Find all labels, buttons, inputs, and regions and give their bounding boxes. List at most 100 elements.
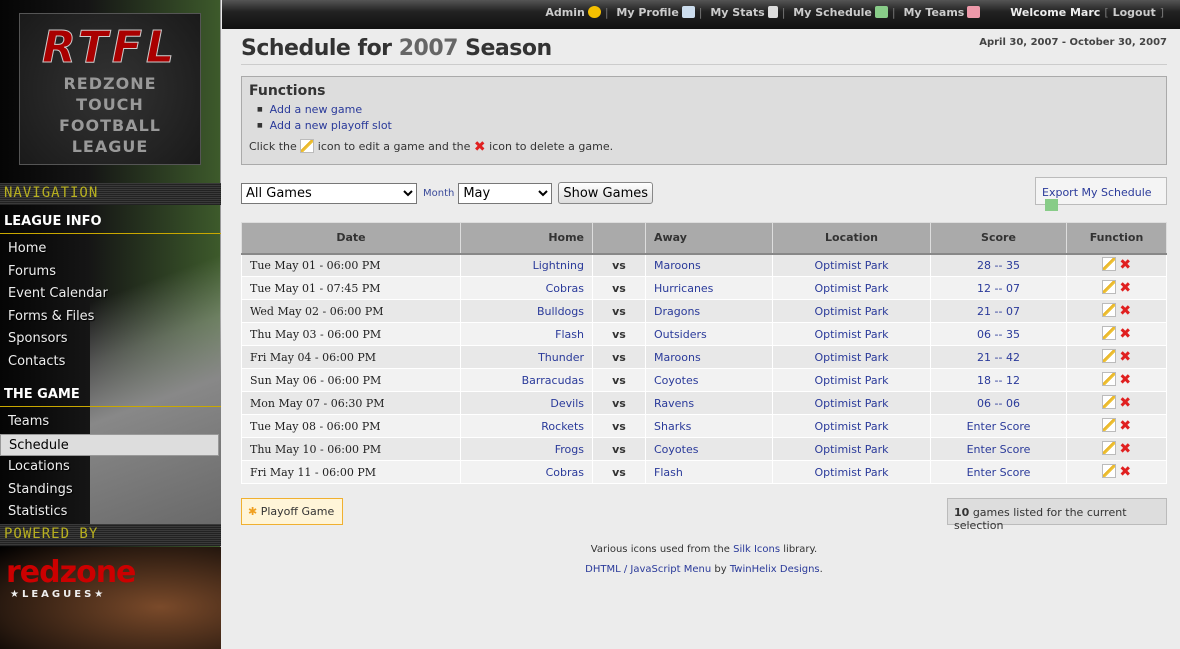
home-team-link[interactable]: Flash: [555, 327, 584, 341]
column-header[interactable]: Score: [930, 222, 1067, 255]
column-header[interactable]: [592, 222, 646, 255]
delete-icon[interactable]: ✖: [1119, 349, 1132, 365]
logout-link[interactable]: Logout: [1112, 6, 1156, 19]
edit-pencil-icon[interactable]: [1101, 257, 1116, 272]
away-team-link[interactable]: Coyotes: [654, 373, 699, 387]
away-team-link[interactable]: Sharks: [654, 419, 692, 433]
sidebar-item-sponsors[interactable]: Sponsors: [8, 331, 68, 346]
delete-icon[interactable]: ✖: [1119, 303, 1132, 319]
sidebar-item-forms-files[interactable]: Forms & Files: [8, 308, 95, 324]
silk-icons-link[interactable]: Silk Icons: [733, 544, 781, 555]
export-schedule-button[interactable]: Export My Schedule: [1035, 177, 1167, 211]
my-profile-link[interactable]: My Profile: [616, 6, 679, 19]
location-link[interactable]: Optimist Park: [814, 281, 889, 295]
home-team-link[interactable]: Thunder: [538, 350, 584, 364]
show-games-button[interactable]: Show Games: [558, 182, 654, 204]
games-filter-select[interactable]: All Games: [241, 182, 417, 204]
location-link[interactable]: Optimist Park: [814, 327, 889, 341]
sidebar-item-forums[interactable]: Forums: [8, 263, 56, 279]
playoff-game-button[interactable]: ✱ Playoff Game: [241, 498, 343, 525]
home-team-link[interactable]: Cobras: [545, 281, 584, 295]
edit-pencil-icon[interactable]: [1101, 303, 1116, 317]
delete-icon[interactable]: ✖: [1119, 280, 1132, 296]
home-team-link[interactable]: Lightning: [532, 258, 584, 272]
edit-pencil-icon[interactable]: [1101, 464, 1116, 478]
score-link[interactable]: 28 -- 35: [977, 258, 1020, 272]
vs-label: vs: [612, 281, 626, 295]
sidebar-item-event-calendar[interactable]: Event Calendar: [8, 286, 108, 301]
away-team-link[interactable]: Ravens: [654, 396, 695, 410]
away-team-link[interactable]: Hurricanes: [654, 281, 714, 295]
twinhelix-link[interactable]: TwinHelix Designs: [729, 564, 820, 575]
date-cell: Thu May 10 - 06:00 PM: [250, 442, 382, 456]
location-link[interactable]: Optimist Park: [814, 350, 889, 364]
score-link[interactable]: 12 -- 07: [977, 281, 1020, 295]
column-header[interactable]: Function: [1066, 222, 1167, 255]
add-playoff-slot-link[interactable]: Add a new playoff slot: [269, 119, 392, 132]
column-header[interactable]: Location: [772, 222, 931, 255]
column-header[interactable]: Away: [645, 222, 773, 255]
redzone-leagues-logo[interactable]: redzone ★LEAGUES★: [0, 547, 221, 649]
sidebar-item-standings[interactable]: Standings: [8, 481, 73, 497]
location-link[interactable]: Optimist Park: [814, 373, 889, 387]
my-schedule-link[interactable]: My Schedule: [793, 6, 872, 19]
edit-pencil-icon[interactable]: [1101, 418, 1116, 432]
admin-link[interactable]: Admin: [545, 6, 585, 19]
score-link[interactable]: Enter Score: [966, 465, 1031, 479]
sidebar-item-statistics[interactable]: Statistics: [8, 504, 68, 519]
score-link[interactable]: 06 -- 35: [977, 327, 1020, 341]
score-link[interactable]: 18 -- 12: [977, 373, 1020, 387]
sidebar-item-home[interactable]: Home: [8, 241, 47, 256]
home-team-link[interactable]: Frogs: [554, 442, 584, 456]
delete-icon[interactable]: ✖: [1119, 372, 1132, 388]
score-link[interactable]: 21 -- 42: [977, 350, 1020, 364]
home-team-link[interactable]: Rockets: [541, 419, 584, 433]
edit-pencil-icon[interactable]: [1101, 349, 1116, 363]
sidebar-item-teams[interactable]: Teams: [8, 414, 50, 429]
location-link[interactable]: Optimist Park: [814, 258, 889, 272]
edit-pencil-icon[interactable]: [1101, 372, 1116, 386]
my-stats-link[interactable]: My Stats: [710, 6, 765, 19]
delete-icon[interactable]: ✖: [1119, 257, 1132, 274]
away-team-link[interactable]: Dragons: [654, 304, 701, 318]
delete-icon[interactable]: ✖: [1119, 441, 1132, 457]
sidebar-item-locations[interactable]: Locations: [8, 459, 70, 474]
delete-icon[interactable]: ✖: [1119, 464, 1132, 480]
date-cell: Tue May 01 - 06:00 PM: [250, 258, 381, 272]
away-team-link[interactable]: Maroons: [654, 258, 701, 272]
delete-icon[interactable]: ✖: [1119, 326, 1132, 342]
column-header[interactable]: Home: [460, 222, 593, 255]
away-team-link[interactable]: Flash: [654, 465, 683, 479]
edit-pencil-icon[interactable]: [1101, 280, 1116, 294]
dhtml-menu-link[interactable]: DHTML / JavaScript Menu: [585, 564, 712, 575]
delete-icon[interactable]: ✖: [1119, 418, 1132, 434]
add-game-link[interactable]: Add a new game: [269, 103, 363, 116]
delete-icon[interactable]: ✖: [1119, 395, 1132, 411]
edit-pencil-icon[interactable]: [1101, 326, 1116, 340]
location-link[interactable]: Optimist Park: [814, 465, 889, 479]
my-teams-link[interactable]: My Teams: [903, 6, 965, 19]
score-link[interactable]: 06 -- 06: [977, 396, 1020, 410]
column-header[interactable]: Date: [241, 222, 461, 255]
home-team-link[interactable]: Bulldogs: [536, 304, 584, 318]
sidebar-item-contacts[interactable]: Contacts: [8, 353, 66, 369]
league-logo[interactable]: RTFL REDZONE TOUCH FOOTBALL LEAGUE: [19, 13, 201, 165]
score-link[interactable]: Enter Score: [966, 442, 1031, 456]
date-cell: Fri May 04 - 06:00 PM: [250, 350, 377, 364]
location-link[interactable]: Optimist Park: [814, 396, 889, 410]
away-team-link[interactable]: Coyotes: [654, 442, 699, 456]
home-team-link[interactable]: Barracudas: [521, 373, 584, 387]
home-team-link[interactable]: Cobras: [545, 465, 584, 479]
location-link[interactable]: Optimist Park: [814, 419, 889, 433]
edit-pencil-icon[interactable]: [1101, 395, 1116, 409]
score-link[interactable]: Enter Score: [966, 419, 1031, 433]
score-link[interactable]: 21 -- 07: [977, 304, 1020, 318]
location-link[interactable]: Optimist Park: [814, 442, 889, 456]
sidebar-item-schedule[interactable]: Schedule: [0, 433, 219, 456]
home-team-link[interactable]: Devils: [550, 396, 584, 410]
location-link[interactable]: Optimist Park: [814, 304, 889, 318]
edit-pencil-icon[interactable]: [1101, 441, 1116, 455]
away-team-link[interactable]: Maroons: [654, 350, 701, 364]
away-team-link[interactable]: Outsiders: [654, 327, 707, 341]
month-select[interactable]: May: [458, 182, 553, 204]
